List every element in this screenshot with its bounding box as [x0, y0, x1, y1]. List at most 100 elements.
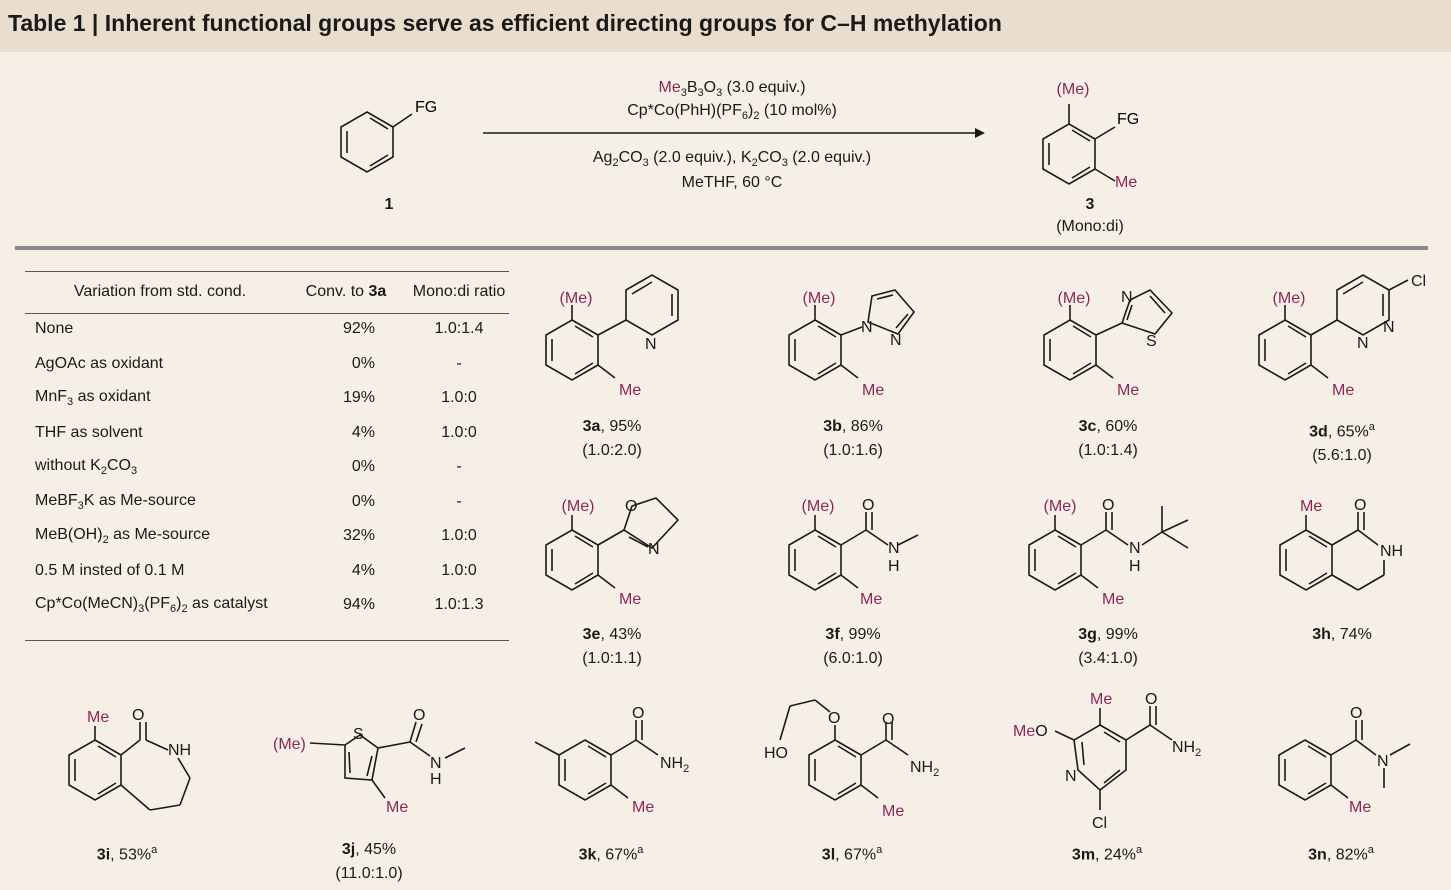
- svg-text:Me: Me: [882, 803, 904, 820]
- svg-text:O: O: [632, 705, 644, 722]
- svg-text:(Me): (Me): [1273, 290, 1306, 307]
- svg-text:(Me): (Me): [803, 290, 836, 307]
- table-row: THF as solvent 4% 1.0:0: [35, 423, 477, 441]
- caption-3e: 3e, 43% (1.0:1.1): [582, 626, 642, 667]
- substrate-label: 1: [384, 196, 394, 213]
- svg-text:O: O: [828, 710, 840, 727]
- caption-3n: 3n, 82%a: [1308, 844, 1374, 864]
- svg-text:N: N: [890, 332, 902, 349]
- reaction-scheme: FG FG (Me) Me: [340, 81, 1139, 191]
- me-label: Me: [619, 382, 641, 399]
- n-label: N: [645, 336, 657, 353]
- svg-text:N: N: [861, 319, 873, 336]
- caption-3m: 3m, 24%a: [1071, 844, 1143, 864]
- svg-text:Me: Me: [860, 591, 882, 608]
- meo-label: MeO: [1013, 723, 1048, 740]
- caption-3k: 3k, 67%a: [578, 844, 644, 864]
- product-ratio: (Mono:di): [1056, 218, 1124, 235]
- svg-text:Me: Me: [87, 709, 109, 726]
- svg-text:Me: Me: [1332, 382, 1354, 399]
- caption-3g: 3g, 99% (3.4:1.0): [1078, 626, 1138, 667]
- svg-text:Me: Me: [1349, 799, 1371, 816]
- svg-text:Cl: Cl: [1092, 815, 1107, 832]
- caption-3a: 3a, 95% (1.0:2.0): [582, 418, 642, 459]
- svg-text:S: S: [1146, 333, 1157, 350]
- table-title: Table 1 | Inherent functional groups ser…: [8, 10, 1002, 36]
- nh2-label: NH2: [1172, 739, 1201, 759]
- caption-3j: 3j, 45% (11.0:1.0): [335, 841, 403, 882]
- table-row: 0.5 M insted of 0.1 M 4% 1.0:0: [35, 561, 477, 579]
- svg-text:O: O: [1102, 497, 1114, 514]
- table-bottom-rule: [25, 640, 509, 641]
- product-fg: FG: [1117, 111, 1139, 128]
- svg-text:O: O: [1354, 497, 1366, 514]
- svg-text:(Me): (Me): [1058, 290, 1091, 307]
- table-row: AgOAc as oxidant 0% -: [35, 354, 462, 372]
- svg-text:N: N: [888, 540, 900, 557]
- svg-text:NH: NH: [168, 742, 191, 759]
- svg-text:N: N: [648, 541, 660, 558]
- svg-text:(Me): (Me): [802, 498, 835, 515]
- variation-table: Variation from std. cond. Conv. to 3a Mo…: [25, 272, 521, 623]
- svg-text:N: N: [1357, 335, 1369, 352]
- caption-3d: 3d, 65%a (5.6:1.0): [1309, 421, 1375, 465]
- product-label: 3: [1085, 196, 1095, 213]
- svg-text:N: N: [1065, 768, 1077, 785]
- col-conversion: Conv. to 3a: [305, 283, 387, 300]
- nh2-label: NH2: [660, 755, 689, 775]
- me-paren-label: (Me): [560, 290, 593, 307]
- table-row: MeB(OH)2 as Me-source 32% 1.0:0: [35, 526, 477, 547]
- svg-text:O: O: [625, 498, 637, 515]
- caption-3b: 3b, 86% (1.0:1.6): [823, 418, 883, 459]
- nh2-label: NH2: [910, 759, 939, 779]
- svg-text:O: O: [1145, 691, 1157, 708]
- svg-text:N: N: [1129, 540, 1141, 557]
- substrate-fg: FG: [415, 99, 437, 116]
- svg-text:Me: Me: [1117, 382, 1139, 399]
- svg-text:H: H: [1129, 558, 1141, 575]
- col-ratio: Mono:di ratio: [412, 283, 506, 300]
- svg-text:N: N: [1121, 289, 1133, 306]
- svg-text:O: O: [1350, 705, 1362, 722]
- caption-3f: 3f, 99% (6.0:1.0): [823, 626, 883, 667]
- table-row: without K2CO3 0% -: [35, 457, 462, 478]
- svg-text:Me: Me: [619, 591, 641, 608]
- table-row: None 92% 1.0:1.4: [35, 320, 484, 338]
- svg-text:Me: Me: [1102, 591, 1124, 608]
- table-row: MeBF3K as Me-source 0% -: [35, 491, 462, 512]
- condition-solvent: MeTHF, 60 °C: [681, 174, 783, 191]
- title-bar: [0, 0, 1451, 52]
- caption-3l: 3l, 67%a: [821, 844, 883, 864]
- caption-3c: 3c, 60% (1.0:1.4): [1078, 418, 1138, 459]
- svg-text:Me: Me: [386, 799, 408, 816]
- caption-3i: 3i, 53%a: [96, 844, 158, 864]
- svg-text:O: O: [862, 497, 874, 514]
- svg-text:N: N: [1383, 319, 1395, 336]
- svg-text:S: S: [353, 726, 364, 743]
- svg-text:Me: Me: [632, 799, 654, 816]
- condition-reagent: Me3B3O3 (3.0 equiv.): [658, 79, 806, 100]
- table-header-rule: [25, 313, 509, 314]
- section-divider: [15, 246, 1428, 250]
- table-top-rule: [25, 271, 509, 272]
- col-variation: Variation from std. cond.: [73, 283, 247, 300]
- svg-text:N: N: [430, 755, 442, 772]
- svg-text:HO: HO: [764, 745, 788, 762]
- product-me-top: (Me): [1057, 81, 1090, 98]
- svg-text:(Me): (Me): [273, 736, 306, 753]
- svg-text:Me: Me: [862, 382, 884, 399]
- svg-text:NH: NH: [1380, 543, 1403, 560]
- svg-text:O: O: [132, 707, 144, 724]
- caption-3h: 3h, 74%: [1312, 626, 1372, 643]
- svg-text:Cl: Cl: [1411, 273, 1426, 290]
- svg-text:Me: Me: [1090, 691, 1112, 708]
- table-header-row: Variation from std. cond. Conv. to 3a Mo…: [25, 272, 521, 312]
- svg-text:O: O: [413, 707, 425, 724]
- condition-bases: Ag2CO3 (2.0 equiv.), K2CO3 (2.0 equiv.): [592, 149, 872, 170]
- svg-text:O: O: [882, 711, 894, 728]
- table-row: Cp*Co(MeCN)3(PF6)2 as catalyst 94% 1.0:1.3: [35, 595, 484, 616]
- condition-catalyst: Cp*Co(PhH)(PF6)2 (10 mol%): [627, 102, 837, 123]
- svg-text:H: H: [430, 771, 442, 788]
- product-me: Me: [1115, 174, 1137, 191]
